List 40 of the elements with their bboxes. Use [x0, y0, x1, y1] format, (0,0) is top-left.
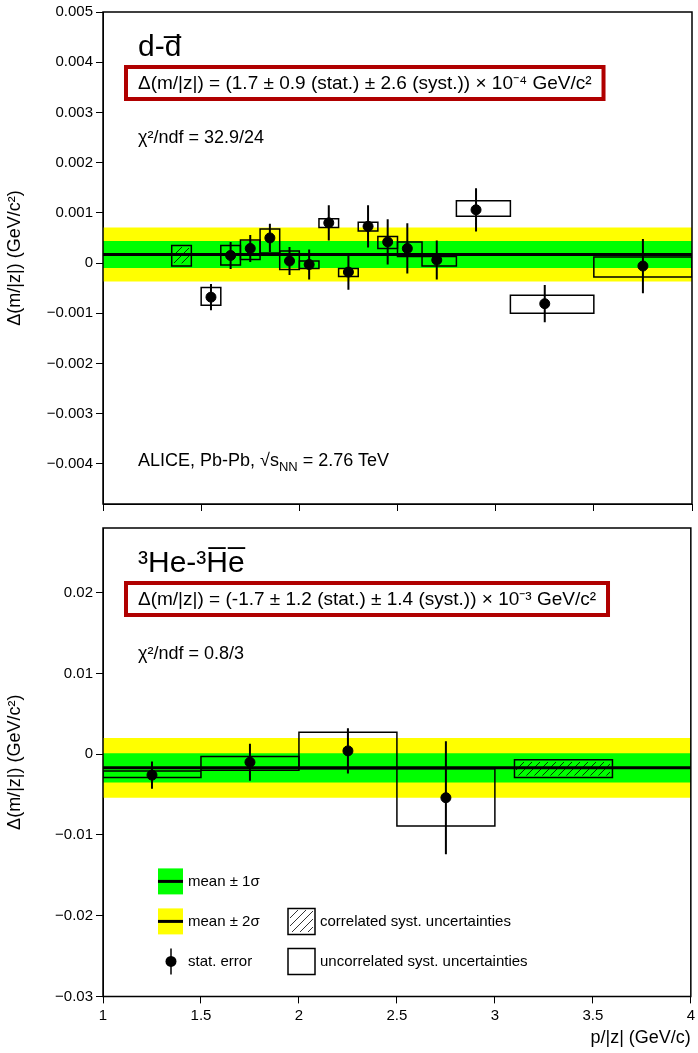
y-tick-label: −0.004: [46, 453, 93, 471]
x-axis-title: p/|z| (GeV/c): [590, 1027, 691, 1048]
bar: [318, 218, 340, 229]
y-axis-title: Δ(m/|z|) (GeV/c²): [3, 190, 24, 326]
legend-label: correlated syst. uncertainties: [320, 912, 511, 930]
y-tick-label: 0.004: [55, 52, 93, 70]
y-tick-label: −0.003: [46, 403, 93, 421]
legend-label: stat. error: [188, 952, 253, 970]
y-tick-label: 0.003: [55, 102, 93, 120]
legend-label: mean ± 2σ: [188, 912, 261, 930]
bar: [357, 221, 379, 232]
bar: [337, 267, 359, 278]
legend-label: uncorrelated syst. uncertainties: [320, 952, 528, 970]
y-tick-label: 0.02: [63, 582, 93, 600]
y-tick-label: 0.002: [55, 152, 93, 170]
y-tick-label: 0.001: [55, 202, 93, 220]
text: d-d̅: [138, 29, 182, 62]
y-tick-label: −0.03: [55, 986, 93, 1004]
y-axis-title: Δ(m/|z|) (GeV/c²): [3, 694, 24, 830]
y-tick-label: −0.01: [55, 825, 93, 843]
y-tick-label: −0.02: [55, 905, 93, 923]
x-tick-label: 4: [686, 1005, 695, 1023]
legend-label: mean ± 1σ: [188, 872, 261, 890]
annotation: Δ(m/|z|) = (1.7 ± 0.9 (stat.) ± 2.6 (syst.)) × 10⁻⁴ GeV/c²: [138, 72, 592, 93]
annotation: χ²/ndf = 0.8/3: [138, 643, 245, 663]
annotation: Δ(m/|z|) = (-1.7 ± 1.2 (stat.) ± 1.4 (syst.)) × 10⁻³ GeV/c²: [138, 588, 597, 609]
x-tick-label: 3.5: [582, 1005, 604, 1023]
x-tick-label: 3: [490, 1005, 500, 1023]
text: ³He-³H̅e̅: [138, 545, 246, 578]
y-tick-label: 0.01: [63, 663, 93, 681]
x-tick-label: 1: [98, 1005, 108, 1023]
x-tick-label: 1.5: [190, 1005, 212, 1023]
x-tick-label: 2.5: [386, 1005, 408, 1023]
y-tick-label: 0: [84, 253, 93, 271]
x-tick-label: 2: [294, 1005, 304, 1023]
annotation: χ²/ndf = 32.9/24: [138, 127, 265, 147]
y-tick-label: 0: [84, 744, 93, 762]
y-tick-label: 0.005: [55, 2, 93, 20]
y-tick-label: −0.002: [46, 353, 93, 371]
y-tick-label: −0.001: [46, 303, 93, 321]
